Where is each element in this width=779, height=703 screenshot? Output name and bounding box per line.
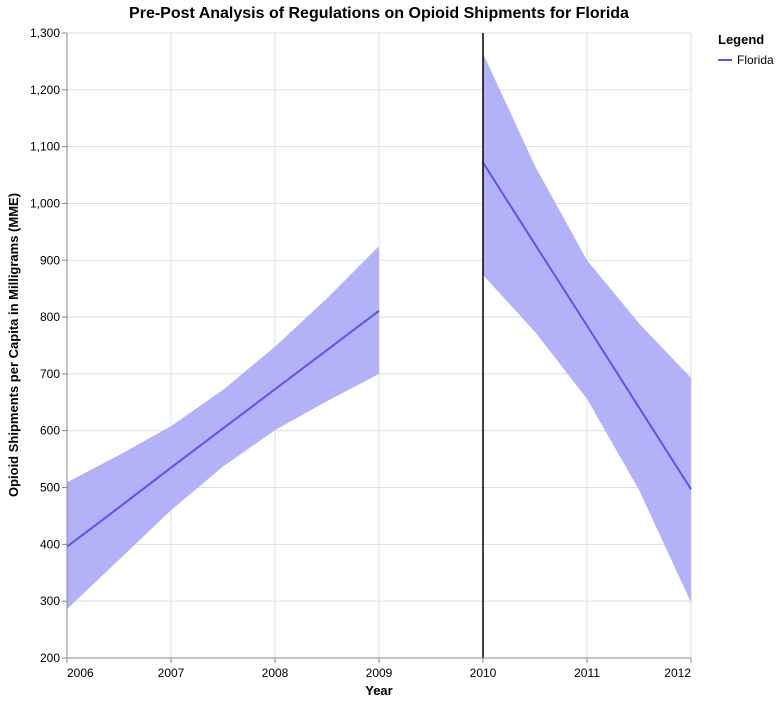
legend-title: Legend	[718, 32, 764, 47]
y-tick-label: 900	[40, 253, 60, 267]
y-tick-label: 200	[40, 651, 60, 665]
series-line-post	[482, 162, 692, 490]
x-tick-label: 2008	[262, 666, 289, 680]
series-line-pre	[66, 310, 380, 548]
y-axis-label: Opioid Shipments per Capita in Milligram…	[6, 193, 21, 497]
y-tick-label: 1,000	[30, 196, 60, 210]
legend: Legend Florida	[718, 32, 774, 67]
x-tick-label: 2011	[574, 666, 600, 680]
y-tick-labels: 200 300 400 500 600 700 800 900 1,000 1,100 1,200 1…	[30, 26, 60, 665]
x-tick-label: 2009	[366, 666, 393, 680]
y-tick-label: 1,300	[30, 26, 60, 40]
x-tick-labels: 2006 2007 2008 2009 2010 2011 2012	[67, 666, 691, 680]
legend-item-florida: Florida	[737, 53, 774, 67]
x-tick-label: 2006	[67, 666, 94, 680]
confidence-band-post	[483, 53, 691, 603]
chart-title: Pre-Post Analysis of Regulations on Opio…	[129, 5, 629, 22]
y-tick-label: 700	[40, 367, 60, 381]
y-tick-label: 400	[40, 537, 60, 551]
y-tick-label: 600	[40, 424, 60, 438]
y-tick-label: 500	[40, 481, 60, 495]
y-tick-label: 300	[40, 594, 60, 608]
y-tick-label: 800	[40, 310, 60, 324]
x-tick-label: 2010	[470, 666, 497, 680]
y-tick-label: 1,200	[30, 83, 60, 97]
x-axis-label: Year	[365, 683, 392, 698]
x-tick-label: 2012	[664, 666, 691, 680]
y-tick-label: 1,100	[30, 140, 60, 154]
axes	[62, 32, 692, 663]
x-tick-label: 2007	[158, 666, 185, 680]
series-lines	[66, 162, 692, 548]
